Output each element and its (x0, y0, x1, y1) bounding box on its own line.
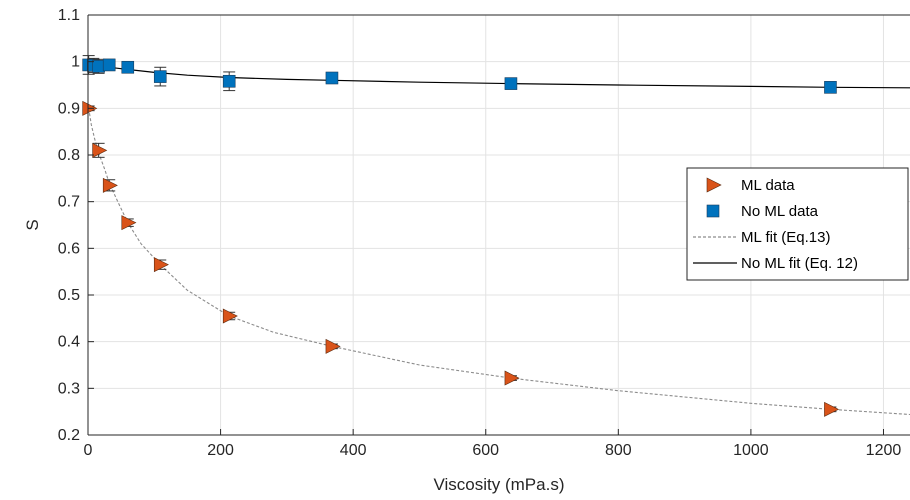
y-axis-title: S (23, 219, 42, 230)
y-tick-label: 0.6 (58, 240, 80, 257)
data-point-1 (504, 77, 518, 90)
axes (87, 14, 910, 436)
x-tick-label: 0 (84, 442, 93, 459)
data-point-0 (121, 215, 137, 231)
data-point-1 (824, 81, 837, 94)
data-point-0 (824, 401, 840, 417)
y-tick-label: 0.2 (58, 427, 80, 444)
data-point-0 (325, 338, 341, 354)
tick-labels: 0 200 400 600 800 1000 1200 0.2 0.3 0.4 0.5 0.6 0.7 0… (58, 7, 902, 459)
series-line-2 (88, 108, 910, 416)
y-tick-label: 0.7 (58, 194, 80, 211)
legend-label: ML fit (Eq.13) (741, 229, 830, 246)
legend-label: No ML data (741, 203, 819, 220)
y-tick-label: 0.9 (58, 100, 80, 117)
x-axis-title: Viscosity (mPa.s) (434, 475, 565, 494)
x-tick-label: 200 (207, 442, 234, 459)
x-tick-label: 1000 (733, 442, 769, 459)
data-point-1 (102, 58, 116, 72)
data-point-1 (222, 74, 236, 88)
data-point-0 (153, 257, 169, 273)
data-point-0 (92, 142, 108, 158)
y-tick-label: 1.1 (58, 7, 80, 24)
legend-box (686, 167, 909, 281)
data-point-0 (222, 308, 238, 324)
legend-marker-0 (706, 177, 722, 193)
data-point-1 (325, 71, 339, 85)
data-point-1 (121, 60, 135, 74)
y-tick-label: 0.4 (58, 334, 80, 351)
legend: ML data No ML data ML fit (Eq.13) No ML fit… (686, 167, 909, 281)
x-tick-label: 800 (605, 442, 632, 459)
legend-marker-1 (706, 204, 720, 218)
legend-label: ML data (741, 177, 795, 194)
y-tick-label: 0.8 (58, 147, 80, 164)
data-point-0 (504, 370, 520, 386)
x-tick-label: 400 (340, 442, 367, 459)
data-point-1 (92, 60, 105, 73)
legend-label: No ML fit (Eq. 12) (741, 255, 858, 272)
x-tick-label: 600 (472, 442, 499, 459)
x-tick-label: 1200 (866, 442, 902, 459)
data-point-1 (153, 70, 167, 83)
y-tick-label: 0.3 (58, 380, 80, 397)
y-tick-label: 0.5 (58, 287, 80, 304)
y-tick-label: 1 (71, 54, 80, 71)
data-point-0 (102, 177, 118, 193)
